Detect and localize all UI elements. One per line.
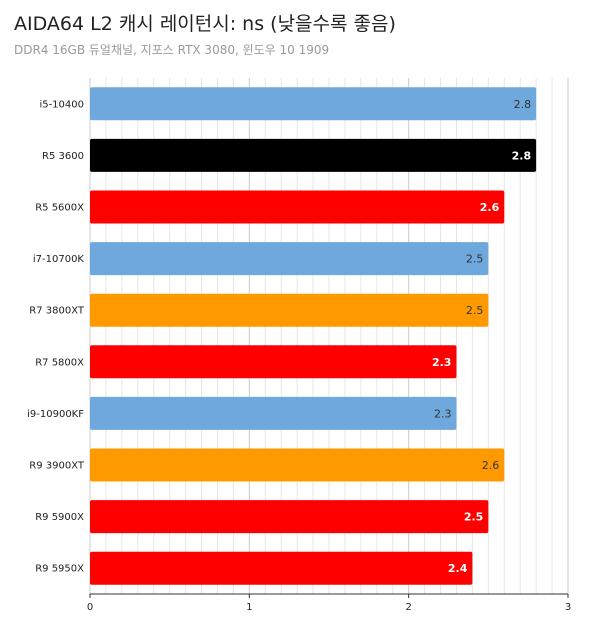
x-tick-label: 2: [405, 602, 411, 613]
value-label: 2.4: [448, 562, 468, 575]
category-label: R7 3800XT: [29, 306, 85, 317]
bar: [90, 345, 457, 379]
bar: [90, 500, 489, 534]
chart-subtitle: DDR4 16GB 듀얼채널, 지포스 RTX 3080, 윈도우 10 190…: [14, 43, 330, 57]
value-label: 2.6: [482, 459, 500, 472]
category-label: R5 5600X: [35, 203, 84, 214]
category-label: i5-10400: [39, 99, 84, 110]
bar: [90, 551, 473, 585]
x-tick-label: 3: [565, 602, 571, 613]
bar: [90, 293, 489, 327]
bars: [90, 87, 537, 585]
bar: [90, 242, 489, 276]
value-label: 2.3: [432, 356, 452, 369]
value-label: 2.3: [434, 407, 452, 420]
value-label: 2.5: [466, 304, 484, 317]
category-label: R7 5800X: [35, 357, 84, 368]
value-label: 2.6: [480, 201, 500, 214]
category-label: i7-10700K: [33, 254, 85, 265]
category-label: R9 5900X: [35, 512, 84, 523]
x-axis: 0 1 2 3: [87, 593, 571, 613]
x-tick-label: 1: [246, 602, 252, 613]
category-label: R5 3600: [42, 151, 84, 162]
bar: [90, 396, 457, 430]
value-label: 2.5: [466, 253, 484, 266]
category-label: R9 5950X: [35, 564, 84, 575]
value-label: 2.5: [464, 511, 484, 524]
bar: [90, 190, 505, 224]
chart-title: AIDA64 L2 캐시 레이턴시: ns (낮을수록 좋음): [14, 13, 396, 35]
x-tick-label: 0: [87, 602, 93, 613]
bar: [90, 87, 537, 121]
bar: [90, 448, 505, 482]
category-label: i9-10900KF: [27, 409, 84, 420]
value-label: 2.8: [512, 149, 532, 162]
value-label: 2.8: [514, 98, 532, 111]
category-label: R9 3900XT: [29, 461, 85, 472]
bar: [90, 138, 537, 172]
labels: i5-10400 2.8 R5 3600 2.8 R5 5600X 2.6 i7-10700…: [27, 98, 531, 575]
